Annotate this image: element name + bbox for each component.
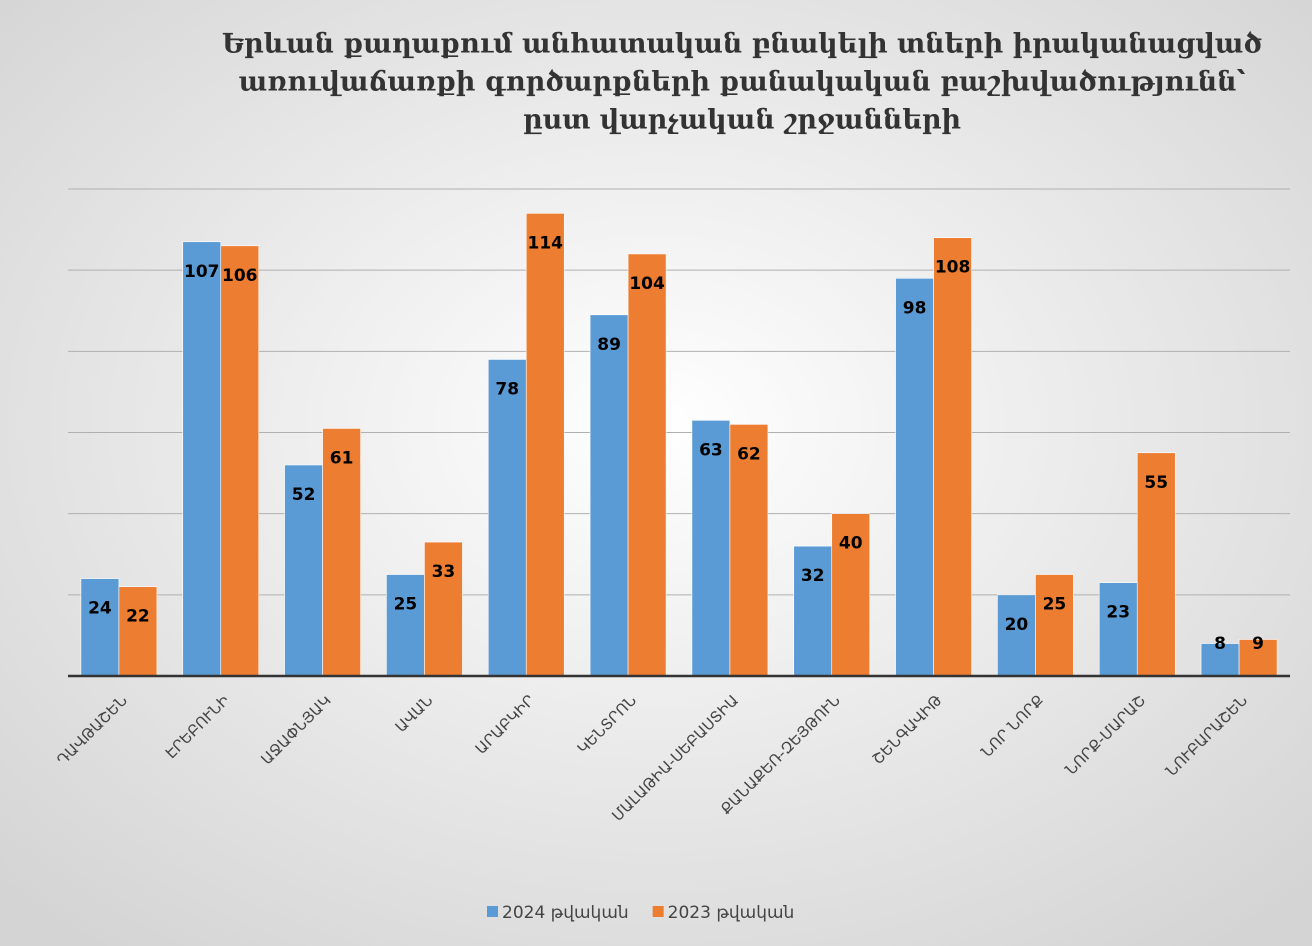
bar — [627, 253, 667, 677]
value-label: 32 — [801, 566, 825, 586]
value-label: 8 — [1214, 634, 1226, 654]
value-label: 25 — [1043, 595, 1067, 615]
value-label: 33 — [432, 562, 456, 582]
bar — [322, 428, 361, 677]
chart-title: առուվաճառքի գործարքների քանակական բաշխվա… — [239, 67, 1246, 98]
bar — [424, 541, 463, 677]
value-label: 23 — [1106, 603, 1130, 623]
bar — [487, 359, 527, 677]
value-label: 52 — [292, 485, 316, 505]
bar — [831, 513, 871, 677]
value-label: 106 — [222, 266, 258, 286]
legend-swatch — [652, 906, 664, 917]
value-label: 40 — [839, 534, 863, 554]
bar — [1238, 639, 1278, 677]
bar — [1098, 582, 1138, 677]
value-label: 89 — [597, 335, 621, 355]
legend-label: 2023 թվական — [668, 903, 795, 923]
bar — [895, 277, 934, 677]
bar — [118, 586, 158, 677]
value-label: 98 — [903, 298, 927, 318]
value-label: 61 — [330, 448, 354, 468]
bar — [182, 241, 222, 677]
bar — [525, 213, 565, 677]
bar — [997, 594, 1036, 677]
bar — [691, 420, 731, 677]
bar — [386, 574, 425, 677]
bar — [729, 424, 769, 677]
chart-title: ըստ վարչական շրջանների — [523, 105, 961, 136]
chart-title: Երևան քաղաքում անհատական բնակելի տների ի… — [222, 29, 1262, 60]
value-label: 9 — [1252, 634, 1264, 654]
value-label: 24 — [88, 599, 112, 619]
bar — [1200, 643, 1240, 677]
value-label: 62 — [737, 444, 761, 464]
value-label: 104 — [629, 274, 665, 294]
bar — [1035, 574, 1074, 677]
legend-label: 2024 թվական — [502, 903, 629, 923]
value-label: 107 — [184, 262, 220, 282]
value-label: 114 — [528, 233, 564, 253]
bar — [589, 314, 629, 677]
value-label: 108 — [935, 258, 971, 278]
value-label: 22 — [126, 607, 150, 627]
value-label: 55 — [1144, 473, 1168, 493]
bar — [933, 237, 972, 677]
bar — [80, 578, 120, 677]
bar — [1136, 452, 1176, 677]
value-label: 20 — [1005, 615, 1029, 635]
value-label: 63 — [699, 440, 723, 460]
value-label: 78 — [495, 379, 519, 399]
bar — [220, 245, 260, 677]
legend-swatch — [487, 906, 498, 917]
value-label: 25 — [394, 595, 418, 615]
